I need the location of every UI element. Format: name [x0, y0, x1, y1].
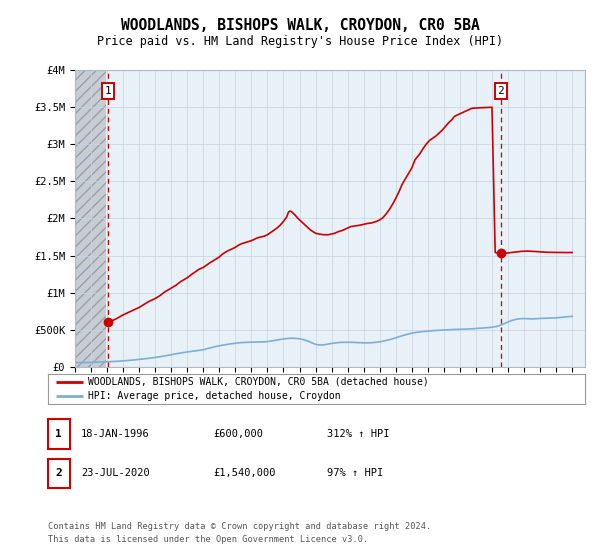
- Text: HPI: Average price, detached house, Croydon: HPI: Average price, detached house, Croy…: [88, 391, 341, 401]
- Text: 312% ↑ HPI: 312% ↑ HPI: [327, 429, 389, 439]
- Text: £600,000: £600,000: [213, 429, 263, 439]
- Text: 1: 1: [55, 429, 62, 439]
- Text: 23-JUL-2020: 23-JUL-2020: [81, 468, 150, 478]
- Text: 18-JAN-1996: 18-JAN-1996: [81, 429, 150, 439]
- Text: 2: 2: [55, 468, 62, 478]
- Text: Price paid vs. HM Land Registry's House Price Index (HPI): Price paid vs. HM Land Registry's House …: [97, 35, 503, 49]
- Text: 2: 2: [497, 86, 505, 96]
- Text: 1: 1: [104, 86, 111, 96]
- Bar: [75, 70, 106, 367]
- Text: WOODLANDS, BISHOPS WALK, CROYDON, CR0 5BA: WOODLANDS, BISHOPS WALK, CROYDON, CR0 5B…: [121, 18, 479, 32]
- Text: 97% ↑ HPI: 97% ↑ HPI: [327, 468, 383, 478]
- Text: £1,540,000: £1,540,000: [213, 468, 275, 478]
- Text: Contains HM Land Registry data © Crown copyright and database right 2024.
This d: Contains HM Land Registry data © Crown c…: [48, 522, 431, 544]
- Text: WOODLANDS, BISHOPS WALK, CROYDON, CR0 5BA (detached house): WOODLANDS, BISHOPS WALK, CROYDON, CR0 5B…: [88, 377, 429, 387]
